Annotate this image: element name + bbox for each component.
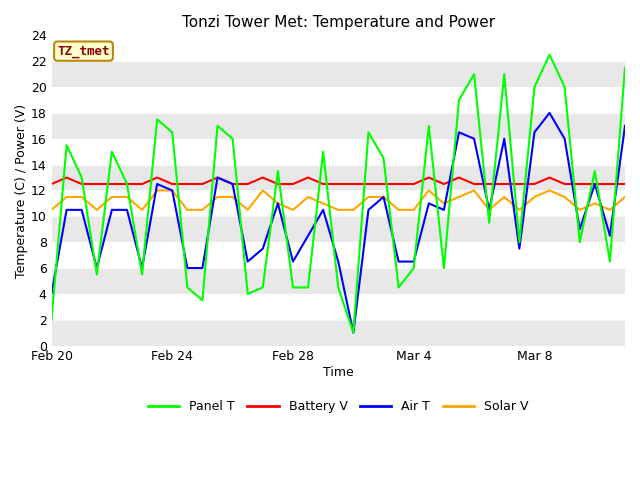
Legend: Panel T, Battery V, Air T, Solar V: Panel T, Battery V, Air T, Solar V	[143, 396, 534, 418]
Bar	[51, 113, 625, 139]
Bar	[51, 139, 625, 165]
Text: TZ_tmet: TZ_tmet	[57, 45, 109, 58]
X-axis label: Time: Time	[323, 366, 354, 379]
Bar	[51, 191, 625, 216]
Bar	[51, 268, 625, 294]
Bar	[51, 87, 625, 113]
Bar	[51, 320, 625, 346]
Bar	[51, 242, 625, 268]
Bar	[51, 294, 625, 320]
Bar	[51, 61, 625, 87]
Bar	[51, 216, 625, 242]
Y-axis label: Temperature (C) / Power (V): Temperature (C) / Power (V)	[15, 103, 28, 277]
Bar	[51, 36, 625, 61]
Title: Tonzi Tower Met: Temperature and Power: Tonzi Tower Met: Temperature and Power	[182, 15, 495, 30]
Bar	[51, 165, 625, 191]
